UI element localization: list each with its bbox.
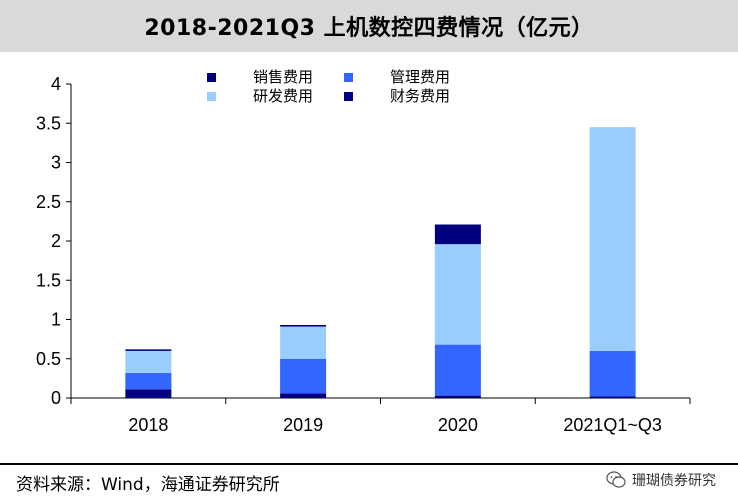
- legend-swatch: [344, 92, 353, 101]
- bar-segment: [589, 396, 636, 398]
- legend-label: 研发费用: [253, 87, 313, 105]
- chart-title-bar: 2018-2021Q3 上机数控四费情况（亿元）: [0, 0, 738, 52]
- bar-segment: [434, 244, 481, 345]
- footer-divider: [0, 463, 738, 465]
- bar-segment: [434, 344, 481, 396]
- bar-segment: [125, 350, 172, 373]
- x-tick-label: 2018: [128, 415, 168, 435]
- bar-segment: [125, 389, 172, 398]
- legend-swatch: [344, 73, 353, 82]
- y-tick-label: 0: [51, 388, 61, 408]
- bar-segment: [589, 350, 636, 397]
- bar-segment: [434, 224, 481, 245]
- legend-label: 销售费用: [253, 68, 313, 86]
- watermark: 珊瑚债券研究: [606, 470, 716, 490]
- bar-segment: [434, 395, 481, 398]
- x-tick-label: 2020: [438, 415, 478, 435]
- x-tick-label: 2019: [283, 415, 323, 435]
- bar-segment: [280, 393, 327, 398]
- wechat-icon: [606, 471, 626, 488]
- chart-title: 2018-2021Q3 上机数控四费情况（亿元）: [144, 16, 594, 41]
- watermark-text: 珊瑚债券研究: [632, 473, 716, 489]
- legend-label: 财务费用: [390, 87, 450, 105]
- source-note: 资料来源：Wind，海通证券研究所: [16, 475, 280, 495]
- y-tick-label: 4: [51, 74, 61, 94]
- legend-swatch: [207, 92, 216, 101]
- y-tick-label: 1.5: [36, 270, 61, 290]
- legend-swatch: [207, 73, 216, 82]
- y-tick-label: 0.5: [36, 349, 61, 369]
- stacked-bar-chart: 0 0.5 1 1.5 2 2.5 3 3.5 4 2018 2019 2020 2021Q1~Q3 销售…: [36, 68, 691, 435]
- bar-segment: [280, 326, 327, 359]
- bar-segment: [280, 358, 327, 394]
- bar-segment: [280, 324, 327, 327]
- x-tick-label: 2021Q1~Q3: [563, 415, 662, 435]
- y-tick-label: 3.5: [36, 113, 61, 133]
- y-tick-label: 3: [51, 153, 61, 173]
- bar-segment: [589, 127, 636, 351]
- bar-segment: [125, 349, 172, 351]
- y-tick-label: 1: [51, 310, 61, 330]
- legend-label: 管理费用: [390, 68, 450, 86]
- bar-segment: [125, 372, 172, 390]
- y-tick-label: 2: [51, 231, 61, 251]
- y-tick-label: 2.5: [36, 192, 61, 212]
